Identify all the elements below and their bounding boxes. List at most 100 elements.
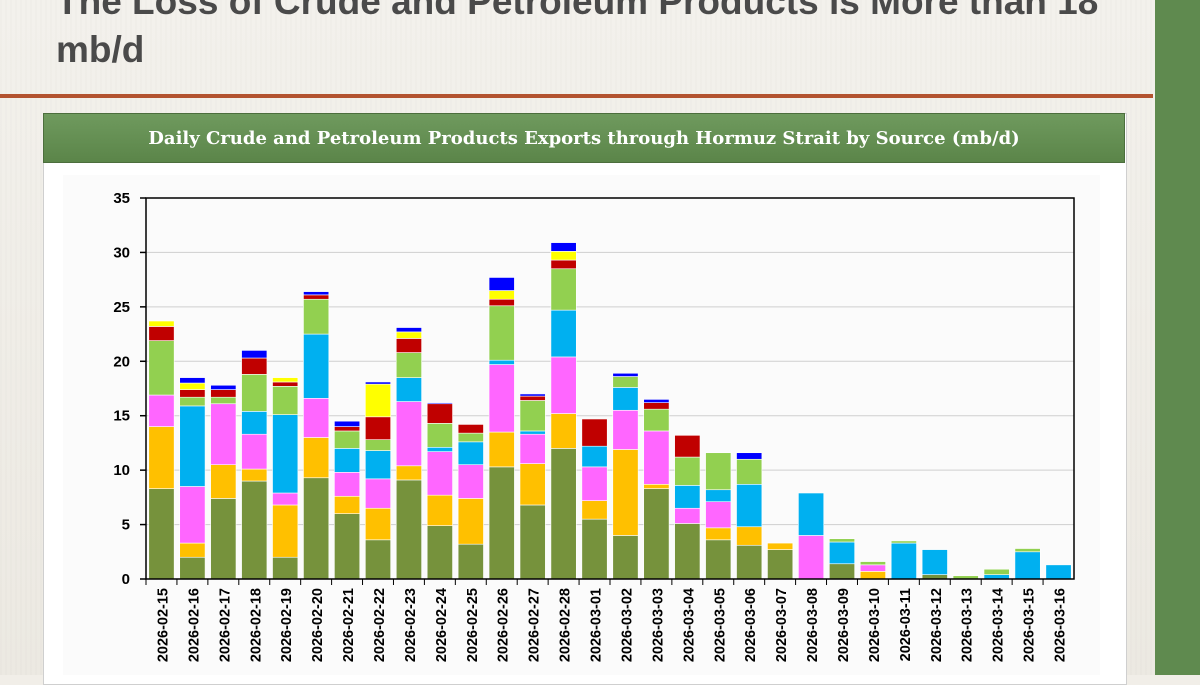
bar-segment	[241, 350, 268, 359]
x-tick-label: 2026-03-09	[836, 588, 852, 662]
x-tick-label: 2026-03-04	[681, 588, 697, 662]
y-tick-label: 5	[122, 517, 130, 534]
bar-segment	[612, 376, 639, 388]
bar-segment	[581, 466, 608, 501]
bar-segment	[365, 478, 391, 509]
bar-segment	[890, 540, 917, 544]
bar-segment	[612, 387, 639, 411]
bar-segment	[303, 294, 330, 300]
bar-segment	[334, 472, 361, 497]
x-tick-label: 2026-03-10	[867, 588, 883, 662]
bar-segment	[272, 386, 299, 415]
bar-segment	[272, 377, 299, 383]
bar-segment	[210, 396, 237, 405]
slide-title: The Loss of Crude and Petroleum Products…	[56, 0, 1099, 70]
y-tick-label: 30	[113, 244, 130, 261]
bar-segment	[674, 523, 701, 580]
bar-segment	[1014, 548, 1041, 553]
plot-border	[145, 197, 1075, 580]
bar-segment	[241, 433, 268, 470]
bar-segment	[426, 451, 453, 496]
bar-segment	[426, 403, 453, 424]
bar-segment	[395, 377, 422, 402]
bar-segment	[334, 513, 361, 580]
bar-segment	[674, 456, 701, 486]
bar-segment	[612, 409, 639, 450]
bar-segment	[550, 242, 577, 252]
bar-segment	[210, 389, 237, 398]
bar-segment	[457, 441, 484, 465]
x-tick-label: 2026-02-17	[217, 588, 233, 662]
bar-segment	[581, 418, 608, 447]
bar-segment	[334, 420, 361, 427]
x-tick-label: 2026-02-24	[434, 588, 450, 662]
x-tick-label: 2026-02-20	[310, 588, 326, 662]
bar-segment	[519, 504, 546, 580]
bar-segment	[736, 452, 763, 460]
bar-segment	[488, 364, 515, 433]
bar-segment	[334, 430, 361, 449]
bar-segment	[179, 389, 206, 398]
x-tick-label: 2026-03-15	[1022, 588, 1038, 662]
x-tick-label: 2026-03-16	[1053, 588, 1069, 662]
bar-segment	[519, 433, 546, 464]
bar-segment	[272, 492, 299, 506]
bar-segment	[736, 458, 763, 485]
bar-segment	[426, 402, 453, 405]
bar-segment	[488, 466, 515, 580]
bar-segment	[303, 333, 330, 399]
bar-segment	[550, 268, 577, 311]
bar-segment	[395, 338, 422, 353]
bar-segment	[705, 527, 732, 541]
bar-segment	[612, 449, 639, 536]
chart-title: Daily Crude and Petroleum Products Expor…	[148, 127, 1020, 149]
bar-segment	[705, 539, 732, 580]
bar-segment	[1014, 551, 1041, 580]
bar-segment	[890, 542, 917, 580]
bar-segment	[643, 399, 670, 403]
y-tick-label: 15	[113, 408, 130, 425]
bar-segment	[488, 290, 515, 300]
bar-segment	[179, 542, 206, 558]
bar-segment	[334, 426, 361, 432]
bar-segment	[829, 538, 855, 543]
bar-segment	[395, 465, 422, 481]
x-tick-label: 2026-03-14	[991, 588, 1007, 662]
bar-segment	[674, 485, 701, 509]
y-tick-label: 25	[113, 299, 130, 316]
x-tick-label: 2026-03-03	[650, 588, 666, 662]
bar-segment	[210, 384, 237, 390]
bar-segment	[643, 408, 670, 432]
bar-segment	[365, 539, 391, 580]
bar-segment	[581, 445, 608, 468]
bar-segment	[921, 549, 948, 575]
bar-segment	[148, 340, 175, 396]
bar-segment	[365, 381, 391, 385]
bar-segment	[365, 439, 391, 451]
x-tick-label: 2026-03-13	[960, 588, 976, 662]
bar-segment	[272, 381, 299, 387]
bar-segment	[1045, 564, 1072, 580]
bar-segment	[148, 326, 175, 341]
bar-segment	[457, 432, 484, 443]
bar-segment	[519, 430, 546, 435]
bar-segment	[426, 446, 453, 452]
bar-segment	[179, 396, 206, 407]
chart-header: Daily Crude and Petroleum Products Expor…	[43, 113, 1125, 163]
y-tick-label: 0	[122, 571, 130, 588]
bar-segment	[426, 525, 453, 580]
right-accent-bar	[1155, 0, 1200, 675]
bar-segment	[859, 561, 886, 566]
x-tick-label: 2026-03-05	[712, 588, 728, 662]
bar-segment	[550, 448, 577, 580]
bar-segment	[612, 372, 639, 377]
x-tick-label: 2026-02-19	[279, 588, 295, 662]
bar-segment	[241, 411, 268, 435]
bar-segment	[241, 374, 268, 412]
bar-segment	[148, 394, 175, 427]
x-tick-label: 2026-02-27	[527, 588, 543, 662]
bar-segment	[550, 259, 577, 270]
bar-segment	[550, 309, 577, 358]
bar-segment	[303, 477, 330, 580]
